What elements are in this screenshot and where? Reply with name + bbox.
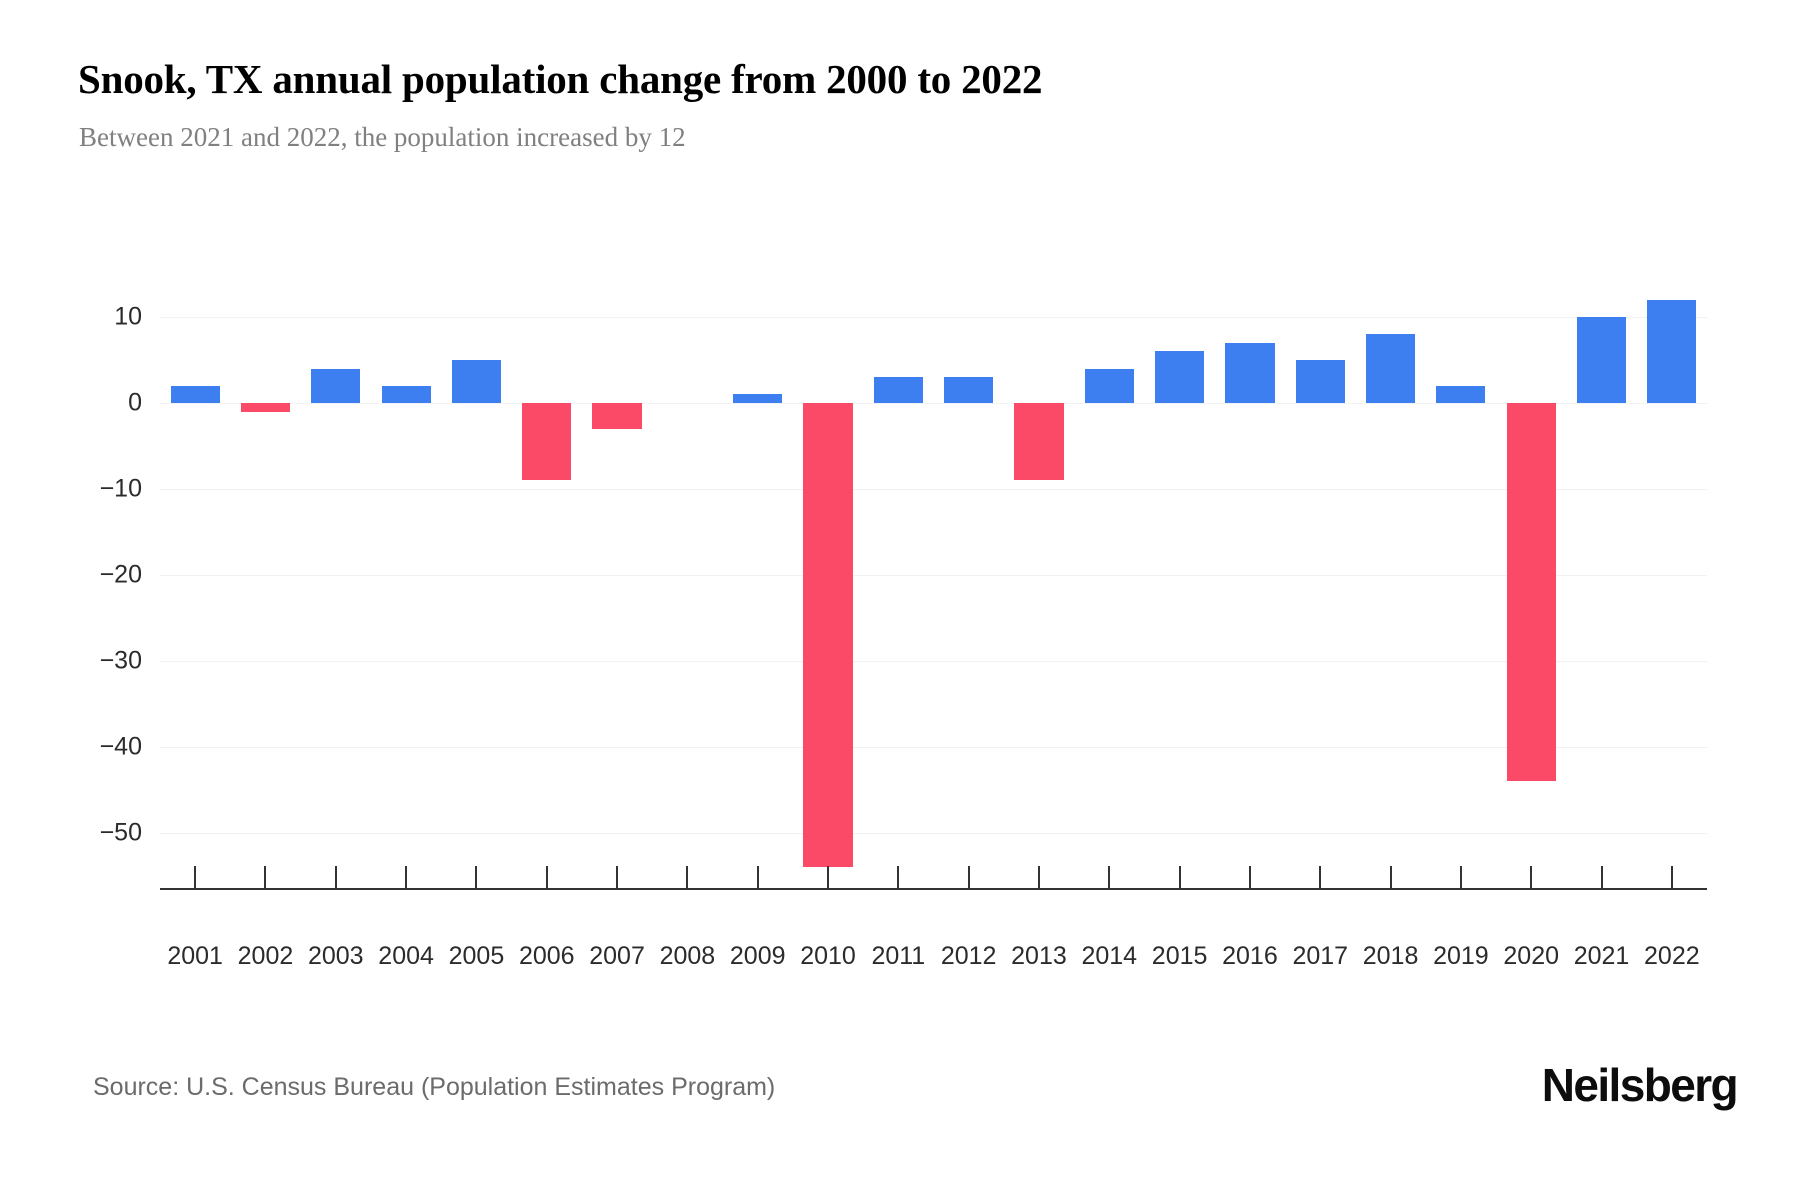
x-axis-tick-label: 2010	[800, 942, 856, 970]
x-axis-tick-label: 2022	[1644, 942, 1700, 970]
x-axis-tick-label: 2020	[1503, 942, 1560, 970]
brand-logo: Neilsberg	[1541, 1059, 1739, 1111]
bar-2005[interactable]	[451, 360, 502, 403]
gridline	[160, 316, 1707, 318]
x-axis-tick-label: 2001	[167, 942, 223, 970]
y-axis-tick-label: −10	[99, 474, 142, 503]
bar-2002[interactable]	[240, 403, 291, 412]
x-axis-tick-mark	[1248, 866, 1251, 888]
x-axis-tick-label: 2003	[307, 942, 364, 970]
x-axis-tick-mark	[967, 866, 970, 888]
x-axis-tick-label: 2016	[1222, 942, 1278, 970]
bar-2022[interactable]	[1647, 299, 1697, 403]
gridline	[160, 660, 1707, 662]
x-axis-tick-mark	[475, 866, 478, 888]
x-axis-tick-label: 2006	[518, 942, 575, 970]
x-axis-tick-mark	[1178, 866, 1181, 888]
zero-gridline	[160, 402, 1707, 404]
chart-subtitle: Between 2021 and 2022, the population in…	[79, 122, 686, 152]
x-axis-tick-label: 2013	[1011, 942, 1067, 970]
bar-2004[interactable]	[381, 385, 431, 403]
bar-2001[interactable]	[170, 385, 220, 403]
bar-2009[interactable]	[733, 394, 783, 403]
x-axis-tick-label: 2015	[1151, 942, 1208, 970]
source-note: Source: U.S. Census Bureau (Population E…	[93, 1073, 776, 1101]
x-axis-tick-mark	[545, 866, 548, 888]
bar-2021[interactable]	[1576, 317, 1627, 403]
bar-2019[interactable]	[1436, 385, 1486, 403]
y-axis-tick-label: −30	[99, 646, 142, 675]
y-axis-tick-label: −20	[99, 560, 142, 589]
y-axis-tick-label: −40	[99, 732, 142, 761]
bar-2010[interactable]	[803, 403, 853, 868]
y-axis-tick-label: 10	[114, 302, 142, 331]
x-axis-tick-label: 2017	[1292, 942, 1349, 970]
x-axis-tick-mark	[1600, 866, 1603, 888]
y-axis-tick-label: −50	[99, 818, 142, 847]
bar-2020[interactable]	[1506, 403, 1556, 782]
x-axis-tick-mark	[686, 866, 689, 888]
bar-2016[interactable]	[1225, 342, 1275, 403]
y-axis-tick-label: 0	[128, 388, 142, 417]
x-axis-tick-label: 2018	[1362, 942, 1419, 970]
x-axis-tick-label: 2005	[448, 942, 505, 970]
x-axis-tick-mark	[334, 866, 337, 888]
x-axis-tick-label: 2012	[940, 942, 997, 970]
x-axis-tick-mark	[897, 866, 900, 888]
gridline	[160, 574, 1707, 576]
x-axis-tick-label: 2002	[237, 942, 294, 970]
x-axis-tick-label: 2009	[729, 942, 786, 970]
x-axis-tick-mark	[194, 866, 197, 888]
x-axis-tick-mark	[1530, 866, 1533, 888]
x-axis-tick-mark	[1389, 866, 1392, 888]
x-axis-tick-mark	[264, 866, 267, 888]
bar-2007[interactable]	[592, 403, 642, 429]
bar-2011[interactable]	[873, 377, 923, 403]
gridline	[160, 488, 1707, 490]
x-axis-tick-label: 2019	[1433, 942, 1489, 970]
bar-2017[interactable]	[1295, 360, 1345, 403]
x-axis-tick-label: 2008	[659, 942, 716, 970]
bar-2003[interactable]	[311, 368, 361, 403]
x-axis-tick-mark	[827, 866, 830, 888]
x-axis-tick-label: 2014	[1081, 942, 1138, 970]
bar-2006[interactable]	[522, 403, 572, 481]
x-axis-tick-mark	[405, 866, 408, 888]
x-axis-tick-mark	[756, 866, 759, 888]
x-axis-tick-mark	[1108, 866, 1111, 888]
x-axis-tick-label: 2007	[589, 942, 645, 970]
bar-2012[interactable]	[944, 377, 994, 403]
bar-2018[interactable]	[1365, 334, 1416, 403]
x-axis-tick-label: 2004	[378, 942, 434, 970]
x-axis-line	[160, 888, 1707, 890]
gridline	[160, 832, 1707, 834]
bar-2013[interactable]	[1014, 403, 1064, 481]
x-axis-tick-mark	[1319, 866, 1322, 888]
x-axis-tick-mark	[1459, 866, 1462, 888]
page-title: Snook, TX annual population change from …	[78, 56, 1043, 102]
x-axis-tick-label: 2011	[871, 942, 926, 970]
gridline	[160, 746, 1707, 748]
x-axis-tick-mark	[1037, 866, 1040, 888]
x-axis-tick-mark	[616, 866, 619, 888]
x-axis-tick-mark	[1670, 866, 1673, 888]
x-axis-tick-label: 2021	[1573, 942, 1630, 970]
bar-2014[interactable]	[1084, 368, 1134, 403]
bar-2015[interactable]	[1155, 351, 1205, 403]
